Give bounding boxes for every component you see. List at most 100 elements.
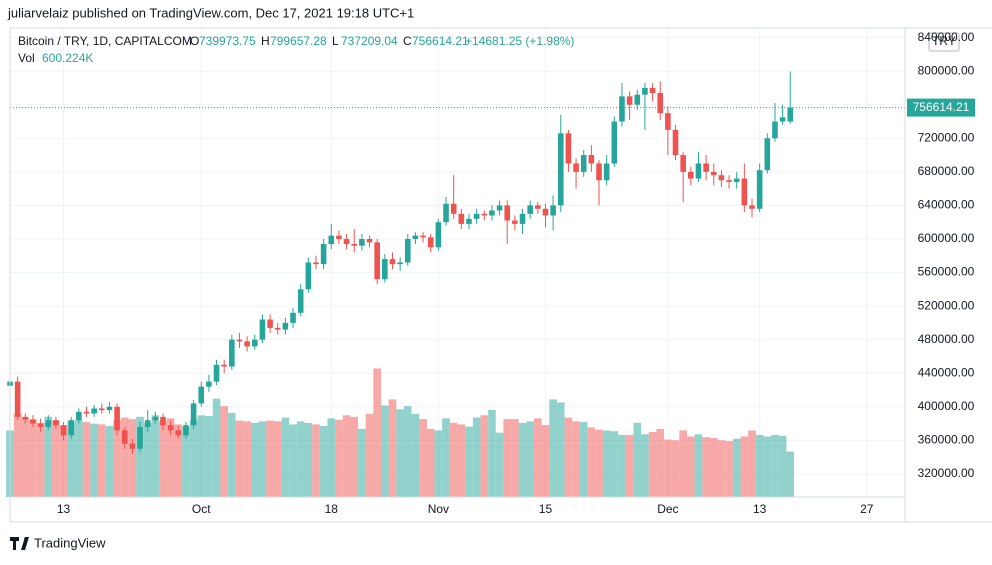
volume-bar [648, 431, 657, 497]
volume-bar [128, 419, 137, 497]
volume-bar [717, 440, 726, 497]
volume-bar [228, 413, 236, 497]
volume-bar [740, 436, 749, 497]
volume-bar [143, 422, 152, 497]
candle-body [489, 210, 495, 216]
volume-bar [595, 429, 603, 497]
candle-body [772, 121, 778, 139]
volume-bar [373, 368, 381, 497]
volume-bar [36, 422, 45, 497]
volume-bar [488, 410, 496, 497]
volume-bar [212, 398, 221, 497]
volume-bar [250, 422, 259, 497]
volume-bar [52, 420, 60, 497]
candle-body [496, 205, 503, 211]
candle-body [98, 408, 105, 411]
candle-body [206, 381, 212, 387]
candle-body [573, 163, 579, 172]
volume-bar [480, 415, 489, 497]
publish-header: juliarvelaiz published on TradingView.co… [7, 5, 414, 20]
y-tick-label: 800000.00 [918, 63, 975, 77]
candle-body [527, 205, 533, 214]
candle-body [427, 237, 434, 248]
candle-body [106, 406, 113, 411]
volume-bar [281, 417, 290, 497]
volume-bar [174, 424, 183, 497]
volume-bar [625, 434, 634, 497]
candle-body [366, 238, 373, 243]
y-tick-label: 560000.00 [918, 265, 975, 279]
volume-bar [235, 420, 244, 497]
ohlc-value: 737209.04 [341, 34, 398, 48]
candle-body [45, 420, 52, 427]
candle-body [741, 178, 748, 206]
candle-body [343, 238, 350, 245]
currency-label[interactable]: TRY [932, 34, 956, 48]
volume-bar [243, 421, 251, 497]
candle-body [359, 238, 365, 246]
volume-bar [365, 413, 374, 497]
candle-body [642, 87, 648, 95]
candle-body [680, 155, 686, 172]
volume-bar [388, 399, 397, 497]
candle-body [121, 430, 128, 444]
candle-body [443, 203, 449, 223]
candle-body [183, 425, 189, 436]
y-tick-label: 840000.00 [918, 30, 975, 44]
candle-body [695, 163, 702, 179]
volume-bar [113, 419, 121, 497]
candle-body [688, 171, 694, 179]
volume-bar [136, 416, 144, 497]
candle-body [542, 208, 549, 216]
volume-bar [671, 440, 680, 497]
candle-body [229, 339, 235, 367]
ohlc-letter: L [332, 34, 339, 48]
volume-bar [13, 413, 22, 497]
volume-bar [687, 436, 695, 497]
volume-bar [732, 438, 741, 497]
x-tick-label: 13 [753, 502, 767, 516]
volume-bar [549, 399, 557, 497]
volume-bar [755, 434, 764, 497]
volume-bar [426, 428, 435, 497]
candle-body [175, 430, 182, 436]
volume-bar [572, 421, 580, 497]
volume-bar [403, 406, 412, 497]
candle-body [512, 220, 518, 224]
candle-body [412, 235, 419, 239]
candle-body [703, 163, 709, 172]
x-tick-label: Dec [657, 502, 678, 516]
volume-bar [694, 434, 703, 497]
candle-body [22, 416, 29, 420]
volume-bar [763, 436, 772, 497]
candle-body [665, 113, 671, 130]
volume-bar [633, 422, 642, 497]
candle-body [672, 129, 679, 156]
volume-bar [602, 430, 611, 497]
currency-badge[interactable] [928, 32, 960, 52]
x-tick-label: 27 [860, 502, 874, 516]
volume-bar [342, 415, 351, 497]
candle-body [129, 443, 136, 449]
candle-body [83, 411, 90, 414]
candle-body [382, 259, 388, 280]
candle-body [282, 322, 289, 330]
candle-body [634, 94, 641, 105]
candle-body [267, 319, 273, 328]
volume-bar [289, 424, 297, 497]
volume-bar [90, 423, 98, 497]
volume-bar [472, 417, 481, 497]
candle-body [290, 312, 296, 323]
candle-body [244, 341, 250, 347]
candle-body [397, 262, 403, 265]
vol-value: 600.224K [42, 51, 93, 65]
volume-bar [304, 422, 313, 497]
footer-brand: TradingView [34, 535, 106, 550]
change-label: +14681.25 (+1.98%) [465, 34, 574, 48]
candle-body [726, 180, 732, 182]
volume-bar [434, 430, 443, 497]
candle-body [450, 203, 457, 214]
volume-bar [335, 419, 343, 497]
volume-bar [120, 417, 129, 497]
x-tick-label: Oct [192, 502, 211, 516]
